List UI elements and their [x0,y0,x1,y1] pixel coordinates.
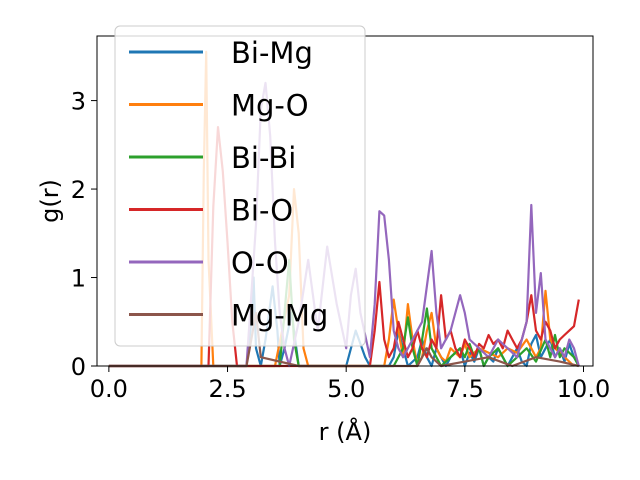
legend-label-bi-bi: Bi-Bi [231,141,296,175]
legend-label-bi-mg: Bi-Mg [231,36,313,70]
y-tick-label: 2 [71,176,86,204]
x-tick-label: 5.0 [327,375,365,403]
y-tick-label: 1 [71,265,86,293]
y-axis: 0 1 2 3 [71,88,97,381]
x-tick-label: 0.0 [90,375,128,403]
legend-label-bi-o: Bi-O [231,194,293,228]
legend-label-o-o: O-O [231,246,289,280]
x-tick-label: 10.0 [557,375,610,403]
legend-label-mg-o: Mg-O [231,89,309,123]
x-axis-label: r (Å) [319,417,372,446]
x-axis: 0.0 2.5 5.0 7.5 10.0 [90,366,610,403]
y-tick-label: 3 [71,88,86,116]
y-tick-label: 0 [71,353,86,381]
y-axis-label: g(r) [36,179,64,223]
x-tick-label: 7.5 [446,375,484,403]
legend: Bi-Mg Mg-O Bi-Bi Bi-O O-O Mg-Mg [114,25,366,347]
x-tick-label: 2.5 [208,375,246,403]
legend-label-mg-mg: Mg-Mg [231,299,328,333]
